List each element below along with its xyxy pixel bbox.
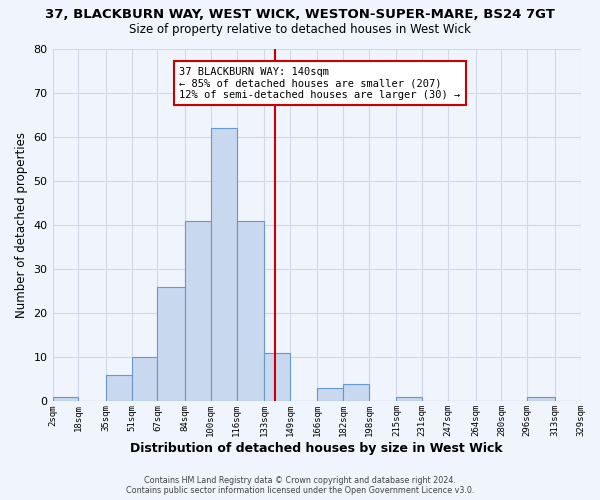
Text: 37, BLACKBURN WAY, WEST WICK, WESTON-SUPER-MARE, BS24 7GT: 37, BLACKBURN WAY, WEST WICK, WESTON-SUP… [45,8,555,20]
X-axis label: Distribution of detached houses by size in West Wick: Distribution of detached houses by size … [130,442,503,455]
Text: Contains HM Land Registry data © Crown copyright and database right 2024.
Contai: Contains HM Land Registry data © Crown c… [126,476,474,495]
Bar [236,221,264,402]
Bar [157,287,185,402]
Bar [185,221,211,402]
Bar [211,128,236,402]
Y-axis label: Number of detached properties: Number of detached properties [15,132,28,318]
Bar [106,375,131,402]
Text: 37 BLACKBURN WAY: 140sqm
← 85% of detached houses are smaller (207)
12% of semi-: 37 BLACKBURN WAY: 140sqm ← 85% of detach… [179,66,461,100]
Bar [527,397,554,402]
Bar [53,397,79,402]
Bar [343,384,369,402]
Bar [131,358,157,402]
Bar [317,388,343,402]
Text: Size of property relative to detached houses in West Wick: Size of property relative to detached ho… [129,22,471,36]
Bar [397,397,422,402]
Bar [264,353,290,402]
